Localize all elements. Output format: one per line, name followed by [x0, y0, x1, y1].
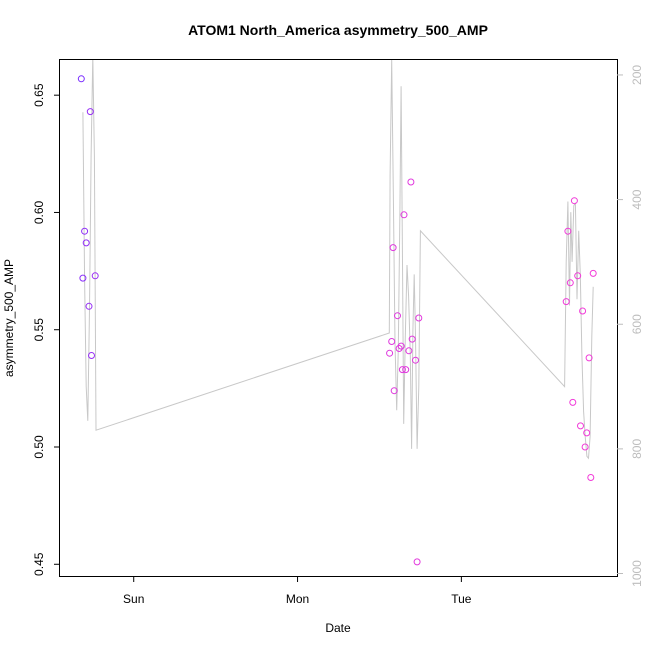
right-y-axis: 200 400 600 800 1000: [617, 65, 644, 587]
plot-frame: [59, 59, 618, 577]
data-point: [390, 387, 398, 395]
data-point: [581, 443, 589, 451]
x-axis: Sun Mon Tue: [123, 576, 472, 606]
data-point: [81, 227, 89, 235]
right-y-tick-label: 600: [630, 314, 644, 334]
data-point: [569, 398, 577, 406]
y-tick-label: 0.50: [32, 435, 46, 459]
y-tick-label: 0.60: [32, 200, 46, 224]
data-point: [85, 302, 93, 310]
y-axis: 0.45 0.50 0.55 0.60 0.65: [32, 83, 60, 576]
data-point: [79, 274, 87, 282]
series-line-layer: [82, 60, 594, 460]
data-point: [394, 312, 401, 320]
data-point: [88, 352, 95, 359]
data-point: [562, 298, 570, 306]
data-point: [574, 272, 582, 280]
data-point: [570, 197, 578, 205]
data-point: [412, 356, 419, 364]
x-tick-label: Tue: [451, 592, 472, 606]
data-point: [86, 108, 94, 116]
data-point: [400, 211, 408, 219]
right-y-tick-label: 800: [630, 439, 644, 459]
data-point: [397, 342, 405, 350]
data-point: [583, 429, 591, 437]
data-point: [415, 314, 423, 322]
points-layer: [77, 75, 597, 566]
data-point: [389, 244, 397, 252]
series-line: [82, 60, 594, 460]
y-tick-label: 0.45: [32, 552, 46, 576]
data-point: [402, 366, 410, 374]
data-point: [398, 366, 406, 374]
data-point: [388, 338, 396, 345]
y-axis-label: asymmetry_500_AMP: [2, 259, 16, 377]
data-point: [82, 239, 90, 247]
right-y-tick-label: 400: [630, 189, 644, 209]
data-point: [405, 347, 413, 355]
right-y-tick-label: 1000: [630, 560, 644, 587]
data-point: [587, 474, 595, 481]
y-tick-label: 0.65: [32, 83, 46, 107]
data-point: [77, 75, 85, 83]
data-point: [566, 279, 574, 287]
data-point: [413, 558, 421, 566]
data-point: [579, 307, 587, 315]
data-point: [386, 349, 394, 357]
right-y-tick-label: 200: [630, 65, 644, 85]
x-tick-label: Sun: [123, 592, 144, 606]
y-tick-label: 0.55: [32, 318, 46, 342]
x-axis-label: Date: [325, 621, 351, 635]
data-point: [589, 269, 597, 277]
data-point: [91, 272, 99, 280]
chart-title: ATOM1 North_America asymmetry_500_AMP: [188, 22, 488, 38]
data-point: [564, 227, 572, 235]
x-tick-label: Mon: [286, 592, 309, 606]
data-point: [577, 422, 584, 430]
data-point: [408, 335, 416, 343]
data-point: [407, 178, 415, 186]
data-point: [585, 354, 593, 362]
